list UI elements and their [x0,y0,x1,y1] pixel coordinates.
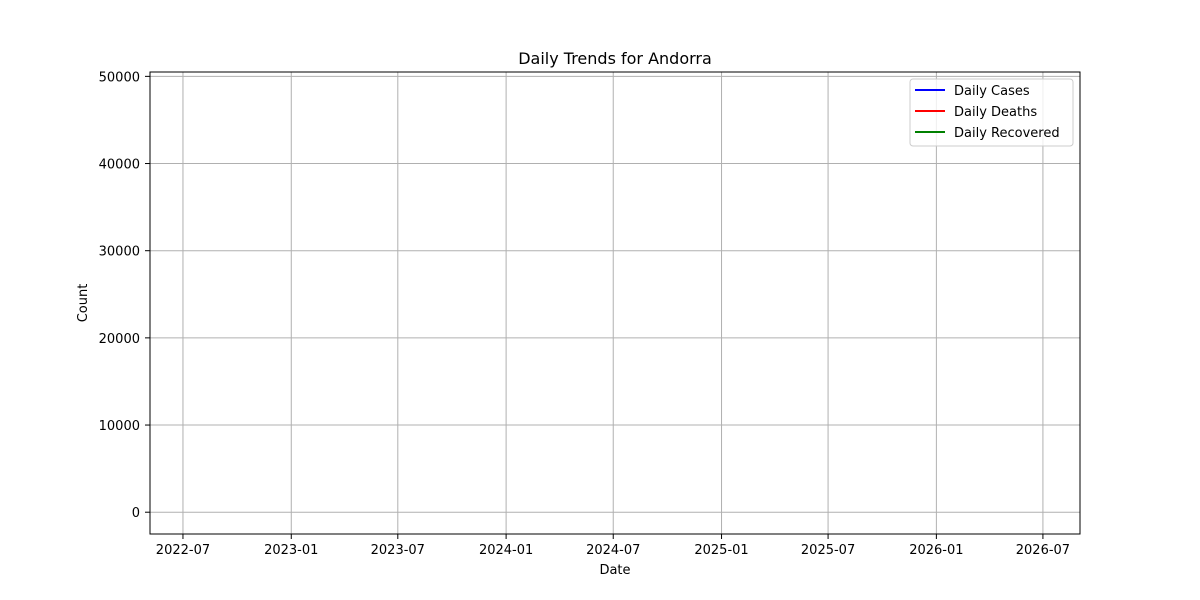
y-axis-ticks: 0 10000 20000 30000 40000 50000 [99,70,150,521]
x-tick-label: 2023-01 [264,543,318,558]
axes-frame [149,71,1081,535]
y-tick-label: 20000 [99,332,140,347]
x-tick-label: 2026-01 [909,543,963,558]
x-tick-label: 2023-07 [371,543,425,558]
x-axis-label: Date [599,563,630,578]
x-tick-label: 2025-01 [694,543,748,558]
x-axis-ticks: 2022-07 2023-01 2023-07 2024-01 2024-07 2025-… [156,534,1070,558]
y-axis-label: Count [76,284,91,323]
y-tick-label: 30000 [99,245,140,260]
x-tick-label: 2026-07 [1016,543,1070,558]
legend-label-daily-recovered: Daily Recovered [954,126,1060,141]
x-tick-label: 2024-07 [586,543,640,558]
y-tick-label: 40000 [99,158,140,173]
y-tick-label: 50000 [99,70,140,85]
legend-label-daily-cases: Daily Cases [954,84,1030,99]
grid-lines [150,72,1080,534]
legend-label-daily-deaths: Daily Deaths [954,105,1037,120]
x-tick-label: 2025-07 [801,543,855,558]
plot-area-background [150,72,1080,534]
x-tick-label: 2022-07 [156,543,210,558]
legend-box [909,78,1074,147]
y-tick-label: 10000 [99,419,140,434]
chart-title: Daily Trends for Andorra [518,49,712,68]
x-tick-label: 2024-01 [479,543,533,558]
y-tick-label: 0 [132,506,140,521]
legend: Daily Cases Daily Deaths Daily Recovered [909,78,1074,147]
